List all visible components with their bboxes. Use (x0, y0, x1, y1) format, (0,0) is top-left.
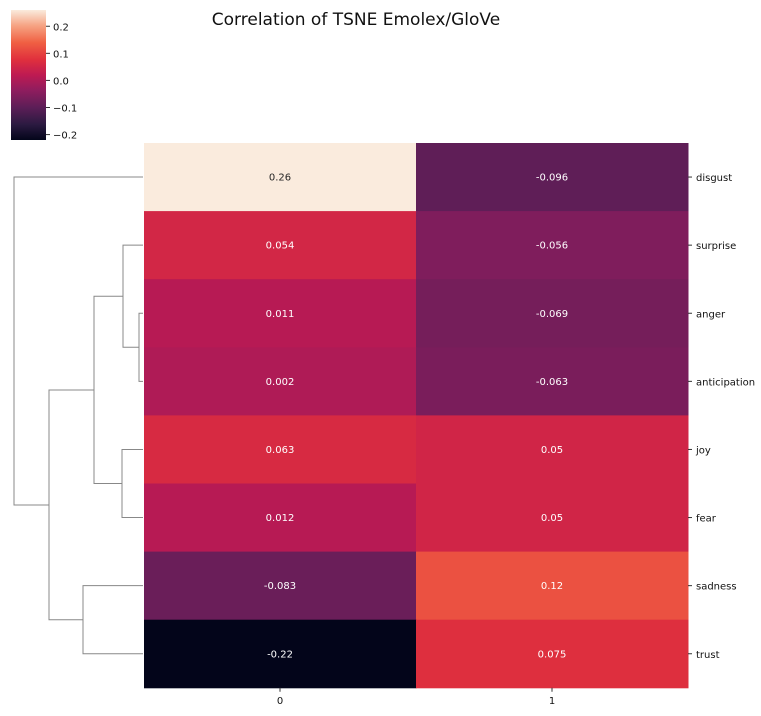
heatmap-cell (416, 347, 689, 416)
colorbar-tick-label: −0.1 (53, 104, 77, 115)
row-label: surprise (696, 241, 736, 252)
heatmap-cell (416, 143, 689, 212)
row-label: sadness (696, 582, 737, 593)
column-label: 0 (277, 696, 283, 707)
heatmap-cell (416, 415, 689, 484)
colorbar-tick-label: −0.2 (53, 131, 77, 142)
cell-value-label: -0.069 (536, 309, 568, 320)
heatmap-cell (416, 551, 689, 621)
cell-value-label: 0.05 (541, 513, 563, 524)
cell-value-label: 0.063 (266, 445, 295, 456)
heatmap-cell (144, 483, 417, 553)
heatmap-cell (144, 347, 417, 416)
cell-value-label: 0.26 (269, 173, 291, 184)
cell-value-label: 0.011 (266, 309, 295, 320)
cell-value-label: 0.054 (266, 241, 295, 252)
heatmap-cell (144, 415, 417, 484)
heatmap-cell (144, 279, 417, 348)
dendrogram-link (13, 176, 143, 506)
cell-value-label: -0.056 (536, 241, 568, 252)
dendrogram-link (93, 295, 123, 484)
heatmap-cell (144, 143, 417, 212)
colorbar-gradient (11, 10, 46, 140)
row-label: anger (696, 309, 726, 320)
colorbar: 0.2 0.1 0.0 −0.1 −0.2 (11, 10, 77, 142)
dendrogram-link (138, 312, 143, 382)
heatmap-cell (416, 211, 689, 280)
heatmap-cell (144, 551, 417, 621)
row-tick-labels: disgust surprise anger anticipation joy fear s… (688, 173, 755, 661)
colorbar-tick-label: 0.1 (53, 49, 69, 60)
heatmap-cell (416, 483, 689, 553)
cell-value-label: 0.012 (266, 513, 295, 524)
row-label: trust (696, 650, 720, 661)
heatmap-cell (144, 619, 417, 689)
chart-title: Correlation of TSNE Emolex/GloVe (212, 10, 500, 30)
colorbar-tick-label: 0.0 (53, 76, 69, 87)
cell-value-label: -0.083 (264, 581, 296, 592)
dendrogram-link (82, 585, 143, 655)
cell-value-label: -0.063 (536, 377, 568, 388)
row-label: fear (696, 514, 717, 525)
row-label: joy (695, 445, 711, 456)
cell-value-label: 0.12 (541, 581, 563, 592)
cell-value-label: -0.096 (536, 173, 568, 184)
colorbar-tick-label: 0.2 (53, 22, 69, 33)
row-label: disgust (696, 173, 732, 184)
dendrogram-link (121, 448, 143, 519)
row-dendrogram (13, 176, 143, 655)
dendrogram-link (122, 244, 143, 348)
heatmap-cell (416, 619, 689, 689)
heatmap-grid: 0.26 -0.096 0.054 -0.056 0.011 -0.069 0.002 -0.… (144, 143, 689, 689)
cell-value-label: 0.002 (266, 377, 295, 388)
row-label: anticipation (696, 377, 755, 388)
heatmap-cell (144, 211, 417, 280)
cell-value-label: 0.075 (538, 649, 567, 660)
column-label: 1 (549, 696, 555, 707)
cell-value-label: 0.05 (541, 445, 563, 456)
cell-value-label: -0.22 (267, 649, 293, 660)
heatmap-cell (416, 279, 689, 348)
